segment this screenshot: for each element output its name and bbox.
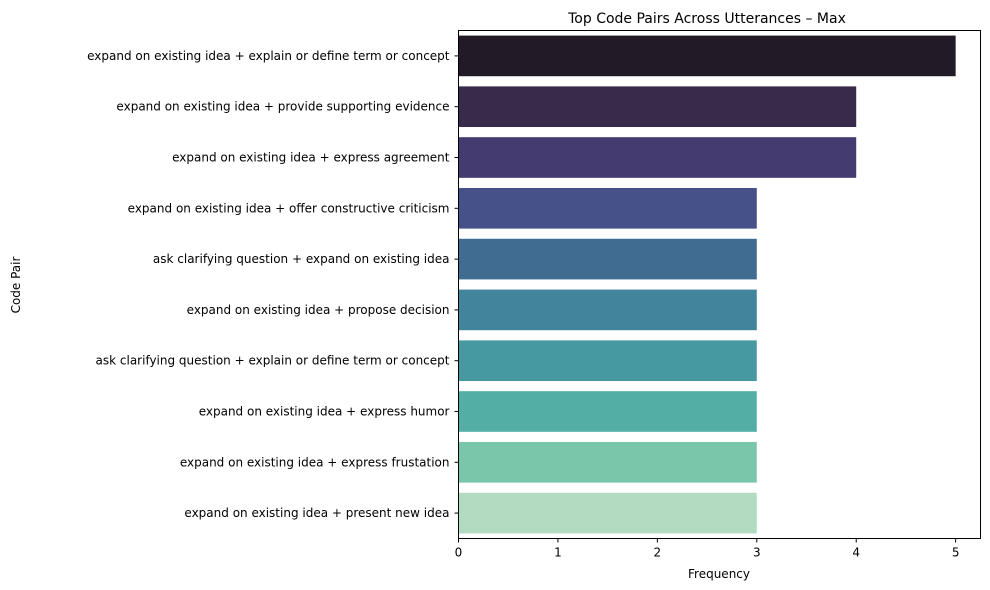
- category-label-2: expand on existing idea + express agreem…: [172, 151, 450, 165]
- category-label-4: ask clarifying question + expand on exis…: [153, 252, 450, 266]
- x-tick-label-0: 0: [455, 546, 463, 560]
- category-label-6: ask clarifying question + explain or def…: [96, 354, 450, 368]
- y-axis-label: Code Pair: [9, 257, 23, 314]
- x-tick-label-1: 1: [554, 546, 562, 560]
- bar-6: [458, 340, 757, 382]
- category-label-0: expand on existing idea + explain or def…: [87, 49, 450, 63]
- bar-3: [458, 187, 757, 229]
- bar-5: [458, 289, 757, 331]
- category-label-3: expand on existing idea + offer construc…: [128, 201, 450, 215]
- x-tick-label-5: 5: [952, 546, 960, 560]
- bar-1: [458, 86, 857, 128]
- plot-frame: [458, 30, 981, 539]
- bar-9: [458, 492, 757, 534]
- category-labels-group: expand on existing idea + explain or def…: [87, 49, 459, 520]
- bars-group: [458, 35, 956, 534]
- category-label-8: expand on existing idea + express frusta…: [180, 455, 450, 469]
- category-label-7: expand on existing idea + express humor: [199, 405, 450, 419]
- bar-0: [458, 35, 956, 77]
- x-ticks-group: 0 1 2 3 4 5: [455, 538, 960, 560]
- x-tick-label-4: 4: [852, 546, 860, 560]
- bar-7: [458, 391, 757, 432]
- category-label-5: expand on existing idea + propose decisi…: [187, 303, 450, 317]
- bar-4: [458, 238, 757, 280]
- bar-2: [458, 137, 857, 178]
- x-tick-label-3: 3: [753, 546, 761, 560]
- x-axis-label: Frequency: [688, 567, 750, 581]
- category-label-9: expand on existing idea + present new id…: [184, 506, 449, 520]
- category-label-1: expand on existing idea + provide suppor…: [116, 100, 449, 114]
- x-tick-label-2: 2: [654, 546, 662, 560]
- bar-8: [458, 441, 757, 483]
- chart-title: Top Code Pairs Across Utterances – Max: [567, 11, 846, 27]
